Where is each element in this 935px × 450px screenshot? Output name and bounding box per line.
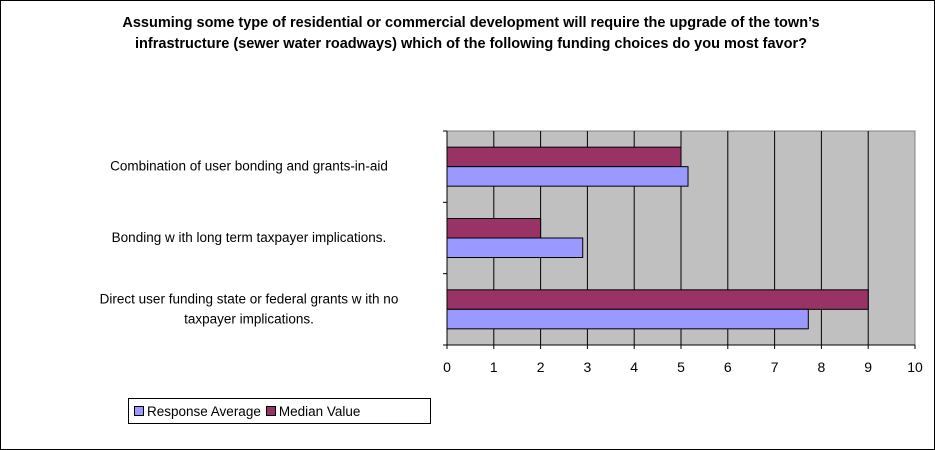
x-tick-label: 1 bbox=[490, 359, 498, 375]
chart-title: Assuming some type of residential or com… bbox=[122, 15, 820, 52]
category-label: Combination of user bonding and grants-i… bbox=[110, 159, 388, 174]
x-tick-label: 6 bbox=[724, 359, 732, 375]
x-tick-label: 2 bbox=[537, 359, 545, 375]
category-labels: Combination of user bonding and grants-i… bbox=[100, 159, 399, 327]
bars bbox=[446, 146, 869, 330]
legend-label-median-value: Median Value bbox=[278, 403, 361, 419]
bar-median-value-0 bbox=[446, 146, 682, 168]
x-tick-label: 3 bbox=[584, 359, 592, 375]
x-tick-label: 5 bbox=[677, 359, 685, 375]
bar-median-value-2 bbox=[446, 289, 869, 310]
x-tick-label: 4 bbox=[630, 359, 638, 375]
x-tick-label: 7 bbox=[771, 359, 779, 375]
axes bbox=[443, 130, 916, 349]
x-tick-label: 9 bbox=[864, 359, 872, 375]
bar-response-average-0 bbox=[446, 166, 689, 187]
legend: Response Average Median Value bbox=[128, 398, 431, 424]
bar-median-value-1 bbox=[446, 218, 542, 239]
legend-entry-response-average: Response Average bbox=[134, 404, 261, 419]
x-tick-labels: 0 1 2 3 4 5 6 7 8 9 10 bbox=[443, 359, 923, 375]
x-tick-label: 8 bbox=[818, 359, 826, 375]
category-label: Direct user funding state or federal gra… bbox=[100, 291, 399, 326]
bar-response-average-2 bbox=[446, 308, 809, 330]
x-tick-label: 0 bbox=[443, 359, 451, 375]
category-label: Bonding w ith long term taxpayer implica… bbox=[112, 230, 387, 245]
legend-swatch-response-average bbox=[134, 406, 144, 416]
legend-entry-median-value: Median Value bbox=[265, 403, 361, 419]
x-tick-label: 10 bbox=[907, 359, 923, 375]
legend-swatch-median-value bbox=[265, 406, 276, 416]
bar-response-average-1 bbox=[446, 237, 584, 258]
legend-label-response-average: Response Average bbox=[147, 403, 261, 419]
